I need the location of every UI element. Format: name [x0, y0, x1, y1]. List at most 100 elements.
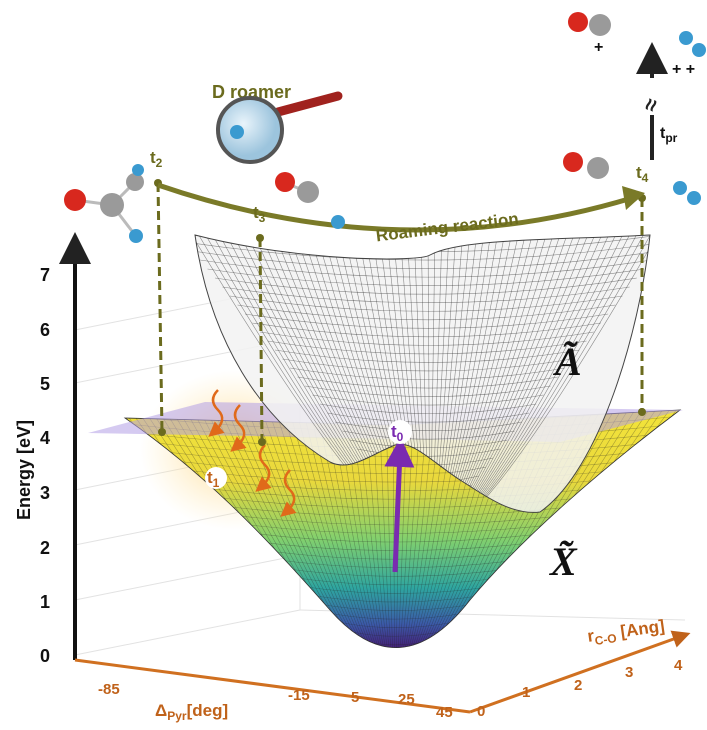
mesh-line: [309, 594, 486, 603]
mesh-line: [357, 410, 390, 648]
t4-label: t4: [636, 163, 649, 185]
mesh-line: [400, 410, 436, 648]
tick-label: 0: [40, 646, 50, 666]
roaming-arrow: [157, 182, 633, 233]
mesh-line: [245, 410, 373, 648]
tick-label: 1: [40, 592, 50, 612]
tick-label: 4: [674, 657, 683, 674]
tpr-label: tpr: [660, 125, 678, 145]
mesh-line: [214, 277, 637, 295]
pyr-axis: [74, 658, 471, 714]
mesh-line: [195, 250, 650, 269]
t1-badge: [205, 467, 227, 489]
mesh-line: [315, 410, 384, 648]
tick-label: 6: [40, 320, 50, 340]
break-mark: ≈: [637, 95, 665, 115]
mesh-line: [280, 410, 379, 648]
tick-label: 3: [625, 664, 633, 681]
mesh-line: [337, 621, 455, 628]
mesh-line: [259, 410, 375, 648]
mesh-line: [224, 410, 370, 648]
rco-axis: [469, 630, 691, 714]
tick-label: 3: [40, 483, 50, 503]
mesh-line: [364, 410, 391, 648]
state-a: Ã: [552, 339, 582, 384]
molecules: [64, 12, 706, 243]
mesh-line: [267, 340, 587, 355]
mesh-line: [237, 304, 616, 321]
tick-label: 5: [40, 374, 50, 394]
mesh-line: [319, 403, 537, 414]
t3-label: t3: [253, 203, 266, 225]
mesh-line: [371, 410, 392, 648]
tick-label: 25: [398, 691, 415, 708]
mesh-line: [399, 410, 429, 648]
mesh-line: [252, 410, 374, 648]
mesh-line: [231, 410, 371, 648]
mesh-line: [347, 630, 445, 637]
mesh-line: [252, 322, 601, 338]
charge-double: + +: [672, 61, 695, 78]
mesh-line: [280, 567, 517, 577]
mesh-line: [312, 394, 544, 406]
tick-label: 1: [522, 684, 530, 701]
tick-label: 7: [40, 265, 50, 285]
mesh-line: [297, 376, 558, 389]
mesh-line: [273, 410, 378, 648]
roaming-label: Roaming reaction: [375, 209, 520, 245]
mesh-line: [244, 313, 609, 329]
mesh-line: [290, 576, 506, 586]
mesh-line: [222, 286, 630, 303]
relaxation-arrows: [208, 389, 297, 517]
charge-single: +: [594, 39, 603, 56]
mesh-line: [259, 331, 594, 346]
roaming-arrowhead: [622, 186, 645, 210]
excitation-arrow: [384, 437, 415, 573]
tick-label: 2: [574, 677, 582, 694]
mesh-line: [304, 385, 551, 397]
mesh-line: [349, 439, 508, 449]
mesh-line: [398, 410, 422, 648]
mesh-line: [342, 430, 515, 440]
projection-lines: [156, 182, 644, 443]
mesh-line: [299, 585, 496, 594]
t0-label: t0: [391, 422, 404, 444]
mesh-line: [294, 410, 381, 648]
mesh-line: [328, 612, 465, 620]
mesh-line: [357, 448, 501, 457]
pyr-axis-label: ΔPyr[deg]: [155, 701, 228, 723]
tick-label: 45: [436, 704, 453, 721]
mesh-line: [207, 268, 645, 286]
mesh-line: [378, 410, 393, 648]
magnifier: [216, 91, 343, 164]
tick-label: 5: [351, 689, 359, 706]
mesh-line: [334, 421, 522, 431]
mesh-line: [289, 367, 566, 380]
tick-label: -85: [98, 681, 120, 698]
mesh-line: [274, 349, 580, 363]
tick-label: -15: [288, 687, 310, 704]
t1-label: t1: [207, 468, 220, 490]
mesh-line: [199, 259, 650, 278]
mesh-line: [282, 358, 573, 372]
energy-ticks: 0 1 2 3 4 5 6 7: [40, 265, 50, 666]
t0-badge: [388, 420, 412, 444]
mesh-line: [229, 295, 623, 312]
mesh-line: [367, 649, 425, 653]
energy-axis-label: Energy [eV]: [14, 420, 34, 520]
rco-axis-label: rC-O [Ang]: [586, 616, 666, 649]
mesh-line: [287, 410, 380, 648]
d-roamer-label: D roamer: [212, 82, 291, 102]
mesh-line: [308, 410, 383, 648]
state-x: X̃: [548, 539, 578, 584]
mesh-line: [327, 412, 530, 423]
mesh-line: [318, 603, 476, 611]
mesh-line: [266, 410, 376, 648]
tick-label: 0: [477, 703, 485, 720]
mesh-line: [301, 410, 382, 648]
tick-label: 2: [40, 538, 50, 558]
tick-label: 4: [40, 428, 50, 448]
mesh-line: [195, 241, 650, 261]
t2-label: t2: [150, 148, 163, 170]
